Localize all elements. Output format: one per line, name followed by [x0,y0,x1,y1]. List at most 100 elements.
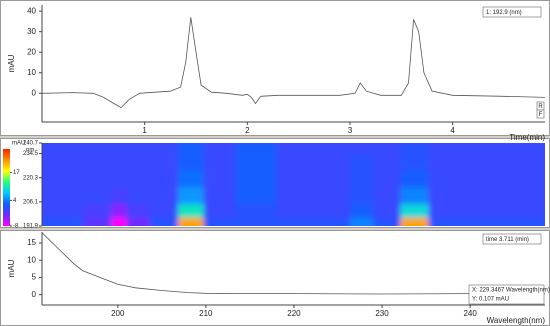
heatmap-cell [178,217,205,226]
heatmap-cell [373,143,401,155]
y-tick-label: 220.3 [23,175,39,181]
control-box[interactable] [536,109,545,119]
legend-box [482,233,542,245]
y-tick-label: 5 [32,273,37,282]
y-tick-label: 0 [32,290,37,299]
y-tick-label: 0 [32,88,37,97]
heatmap-cell [149,186,179,205]
heatmap-cell [349,186,374,205]
colorbar-tick-label: -8 [13,224,19,230]
y-axis-label: mAU [7,54,16,72]
x-axis-label: Time(min) [509,133,545,142]
heatmap-cell [203,143,237,155]
heatmap-cell [319,186,351,205]
heatmap-cell [149,169,179,188]
y-tick-label: 15 [27,238,36,247]
heatmap-cell [203,169,237,188]
heatmap-cell [235,143,278,155]
x-tick-label: 210 [199,309,213,318]
y-tick-label: 191.9 [23,224,39,230]
y-tick-label: 40 [27,6,36,15]
heatmap-cell [400,154,429,171]
legend-box [482,6,542,18]
x-tick-label: 230 [375,309,389,318]
heatmap-cell [235,154,278,171]
heatmap-cell [276,186,320,205]
heatmap-cell [42,169,84,188]
readout-text: X: 229.3467 Wavelength(nm) [472,288,550,294]
heatmap-cell [373,217,401,226]
x-tick-label: 240 [463,309,477,318]
heatmap-cell [373,186,401,205]
heatmap-cell [126,154,151,171]
heatmap-cell [349,169,374,188]
heatmap-cell [373,154,401,171]
heatmap-cell [42,143,84,155]
heatmap-cell [83,143,112,155]
heatmap-cell [42,186,84,205]
x-tick-label: 3 [348,126,353,135]
panel-chromatogram [0,0,550,136]
heatmap-cell [178,143,205,155]
heatmap-cell [111,154,128,171]
x-tick-label: 200 [111,309,125,318]
heatmap-cell [149,143,179,155]
heatmap-cell [83,217,112,226]
readout-box [468,284,545,305]
heatmap-cell [235,217,278,226]
heatmap-cell [319,217,351,226]
heatmap-cell [428,217,474,226]
y-tick-label: 10 [27,255,36,264]
heatmap-cell [428,154,474,171]
data-line [41,232,545,295]
heatmap-cell [473,154,545,171]
legend: 1: 192.9 (nm) [482,6,542,18]
heatmap-cell [126,169,151,188]
x-tick-label: 4 [450,126,455,135]
heatmap-cell [111,186,128,205]
heatmap-cell [373,203,401,218]
y-tick-label: 20 [27,47,36,56]
heatmap-cell [111,143,128,155]
y-tick-label: 234.5 [23,151,39,157]
readout-text: Y: 0.107 mAU [472,297,509,303]
heatmap-cell [126,143,151,155]
heatmap-cell [276,154,320,171]
heatmap-cell [83,203,112,218]
heatmap-cell [428,186,474,205]
heatmap-area [42,143,545,226]
control-label[interactable]: R [538,104,543,110]
heatmap-cell [349,217,374,226]
heatmap-cell [203,217,237,226]
heatmap-cell [400,169,429,188]
y-tick-label: 206.1 [23,199,39,205]
heatmap-cell [178,186,205,205]
heatmap-cell [349,154,374,171]
heatmap-cell [203,186,237,205]
heatmap-cell [319,203,351,218]
heatmap-cell [473,203,545,218]
x-axis-label: Wavelength(nm) [487,316,546,325]
y-tick-label: 10 [27,68,36,77]
heatmap-cell [319,143,351,155]
colorbar-label: mAU [12,141,25,147]
heatmap-cell [400,203,429,218]
legend: time 3.711 (min) [482,233,542,245]
heatmap-cell [276,203,320,218]
colorbar-tick-label: 4 [13,198,17,204]
heatmap-cell [203,203,237,218]
heatmap-cell [83,154,112,171]
heatmap-cell [203,154,237,171]
heatmap-cell [111,203,128,218]
control-label[interactable]: F [539,112,543,118]
heatmap-cell [83,186,112,205]
heatmap-cell [276,143,320,155]
heatmap-cell [428,143,474,155]
heatmap-cell [83,169,112,188]
heatmap-cell [111,217,128,226]
heatmap-cell [276,217,320,226]
legend-label: 1: 192.9 (nm) [486,10,522,16]
heatmap-cell [42,217,84,226]
x-tick-label: 220 [287,309,301,318]
